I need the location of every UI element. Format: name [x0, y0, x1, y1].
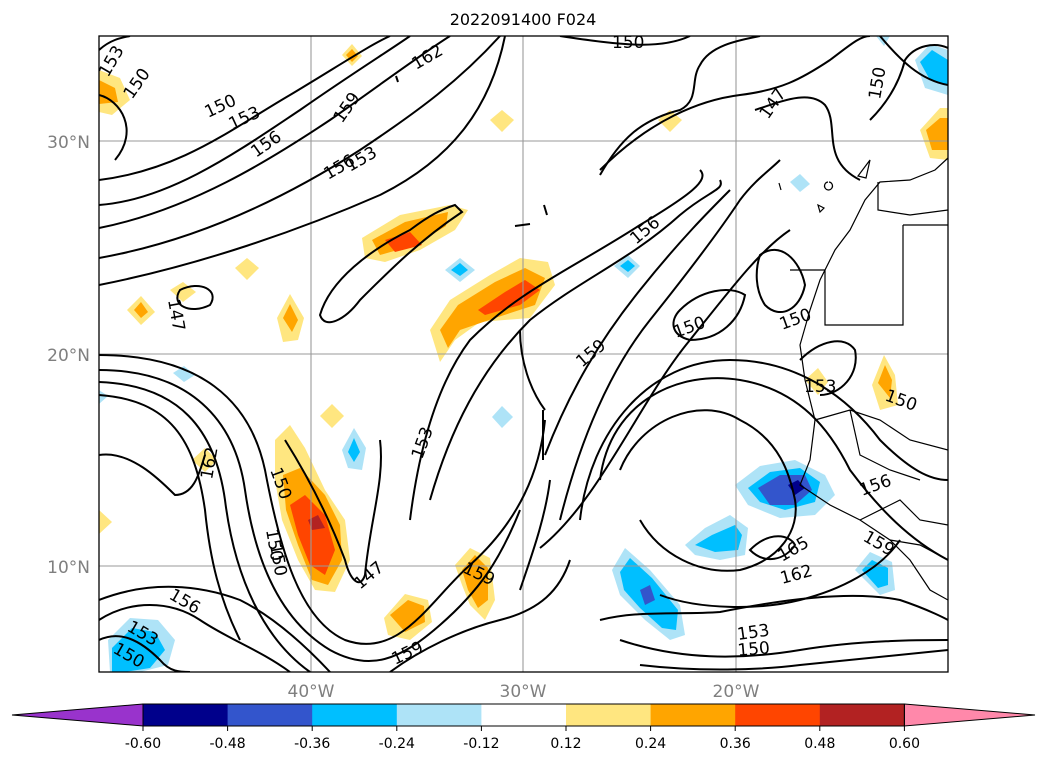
contour-label: 150	[612, 33, 644, 53]
colorbar-segment	[143, 704, 229, 726]
colorbar-segment	[566, 704, 652, 726]
colorbar-tick-label: -0.24	[379, 736, 415, 752]
lon-label-40w: 40°W	[288, 682, 335, 702]
colorbar-segment	[227, 704, 313, 726]
contour-label: 153	[736, 621, 771, 645]
contour-label: 147	[163, 297, 188, 332]
contour-label: 150	[265, 542, 290, 577]
coastlines	[778, 157, 948, 601]
colorbar-segment	[735, 704, 821, 726]
contour-label: 150	[882, 386, 919, 416]
colorbar-tick-label: -0.36	[294, 736, 330, 752]
contour-label: 159	[572, 336, 610, 372]
colorbar-extend-low	[11, 703, 144, 727]
lon-label-30w: 30°W	[500, 682, 547, 702]
contour-label: 156	[166, 585, 204, 619]
colorbar-tick-label: 0.12	[550, 736, 581, 752]
colorbar-segment	[650, 704, 736, 726]
contour-label: 159	[389, 638, 427, 670]
contour-label: 156	[247, 127, 285, 162]
contour-label: 153	[804, 377, 836, 397]
colorbar-tick-label: 0.48	[804, 736, 835, 752]
isolines	[99, 36, 948, 672]
contour-label: 153	[408, 424, 438, 461]
colorbar-segment	[481, 704, 567, 726]
map-frame	[98, 35, 949, 673]
contour-label: 147	[350, 558, 388, 594]
graticule	[99, 36, 948, 672]
colorbar-extend-high	[903, 703, 1036, 727]
contour-label: 150	[865, 65, 890, 100]
contour-label: 150	[737, 638, 771, 661]
latitude-labels: 30°N 20°N 10°N	[47, 133, 90, 578]
contour-labels: 153 150 150 153 156 159 162 156 153 150 …	[99, 33, 920, 672]
map-title: 2022091400 F024	[450, 10, 597, 29]
lon-label-20w: 20°W	[713, 682, 760, 702]
contour-label: 156	[857, 471, 894, 501]
contour-label: 159	[330, 89, 365, 127]
plot-area: 153 150 150 153 156 159 162 156 153 150 …	[99, 33, 948, 672]
colorbar-segment	[819, 704, 905, 726]
lat-label-10n: 10°N	[47, 558, 90, 578]
contour-label: 162	[409, 41, 447, 75]
colorbar-segment	[396, 704, 482, 726]
colorbar-tick-label: 0.24	[635, 736, 666, 752]
colorbar-tick-label: 0.60	[889, 736, 920, 752]
contour-label: 156	[626, 213, 664, 249]
lat-label-30n: 30°N	[47, 133, 90, 153]
longitude-labels: 40°W 30°W 20°W	[288, 682, 760, 702]
colorbar-tick-label: 0.36	[720, 736, 751, 752]
colorbar-outline	[142, 703, 905, 727]
contour-label: 159	[860, 527, 898, 561]
colorbar-tick-label: -0.48	[209, 736, 245, 752]
colorbar: -0.60 -0.48 -0.36 -0.24 -0.12 0.12 0.24 0.36 0.4…	[11, 703, 1036, 752]
colorbar-tick-label: -0.12	[463, 736, 499, 752]
lat-label-20n: 20°N	[47, 346, 90, 366]
colorbar-segment	[312, 704, 398, 726]
contour-label: 150	[777, 305, 814, 335]
contour-label: 162	[197, 445, 222, 480]
colorbar-tick-label: -0.60	[125, 736, 161, 752]
